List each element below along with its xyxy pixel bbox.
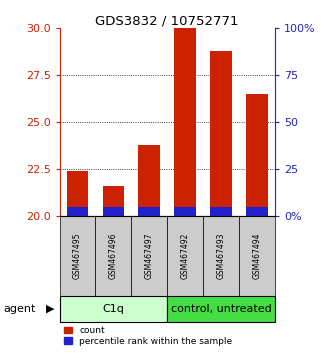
Bar: [203, 216, 239, 296]
Text: GSM467497: GSM467497: [145, 233, 154, 279]
Bar: [103, 186, 124, 216]
Bar: [167, 296, 275, 322]
Text: agent: agent: [3, 304, 36, 314]
Bar: [210, 207, 232, 216]
Bar: [239, 216, 275, 296]
Bar: [138, 145, 160, 216]
Text: GSM467492: GSM467492: [181, 233, 190, 279]
Text: C1q: C1q: [102, 304, 124, 314]
Bar: [246, 207, 267, 216]
Bar: [60, 296, 167, 322]
Text: ▶: ▶: [46, 304, 55, 314]
Text: GSM467496: GSM467496: [109, 233, 118, 279]
Text: control, untreated: control, untreated: [170, 304, 271, 314]
Title: GDS3832 / 10752771: GDS3832 / 10752771: [95, 14, 239, 27]
Bar: [67, 207, 88, 216]
Bar: [246, 94, 267, 216]
Bar: [138, 207, 160, 216]
Bar: [60, 216, 95, 296]
Bar: [167, 216, 203, 296]
Legend: count, percentile rank within the sample: count, percentile rank within the sample: [64, 326, 233, 346]
Text: GSM467495: GSM467495: [73, 233, 82, 279]
Bar: [67, 171, 88, 216]
Text: GSM467493: GSM467493: [216, 233, 225, 279]
Bar: [210, 51, 232, 216]
Bar: [174, 207, 196, 216]
Bar: [131, 216, 167, 296]
Bar: [95, 216, 131, 296]
Bar: [174, 28, 196, 216]
Bar: [103, 207, 124, 216]
Text: GSM467494: GSM467494: [252, 233, 261, 279]
